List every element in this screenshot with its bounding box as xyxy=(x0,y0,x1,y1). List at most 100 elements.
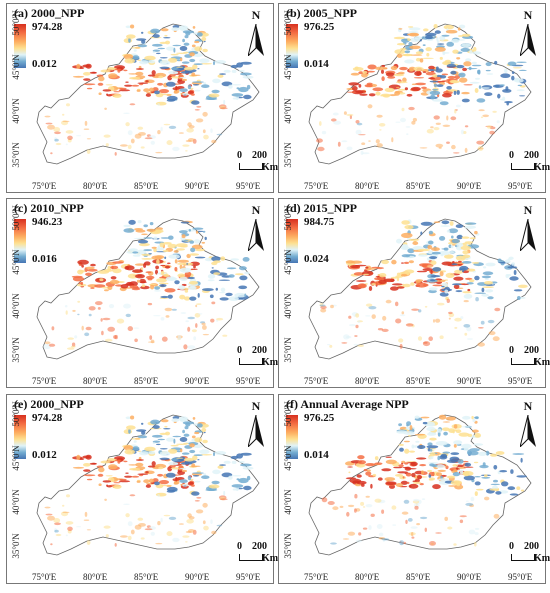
npp-patch xyxy=(154,286,161,290)
npp-patch xyxy=(367,64,377,70)
npp-patch xyxy=(507,266,518,269)
npp-patch xyxy=(433,127,440,131)
npp-patch xyxy=(141,422,144,425)
npp-patch xyxy=(246,475,251,481)
npp-patch xyxy=(204,236,207,241)
npp-patch xyxy=(238,285,248,290)
npp-patch xyxy=(189,52,195,57)
npp-patch xyxy=(431,542,434,545)
npp-patch xyxy=(459,77,468,83)
npp-patch xyxy=(408,483,419,489)
npp-patch xyxy=(167,262,171,265)
legend-min-value: 0.012 xyxy=(32,58,57,70)
npp-patch xyxy=(355,324,359,329)
npp-patch xyxy=(435,532,442,534)
lat-tick-label: 50°0'N xyxy=(11,10,21,36)
npp-patch xyxy=(123,69,128,72)
scale-bar-line xyxy=(511,163,535,170)
npp-patch xyxy=(133,49,137,52)
npp-patch xyxy=(182,38,186,43)
npp-patch xyxy=(148,253,152,255)
npp-patch xyxy=(397,27,402,33)
npp-patch xyxy=(424,527,427,532)
npp-patch xyxy=(466,326,472,332)
npp-patch xyxy=(502,89,512,93)
npp-patch xyxy=(123,112,130,115)
npp-patch xyxy=(385,456,392,458)
npp-patch xyxy=(157,47,166,50)
npp-patch xyxy=(339,505,344,508)
npp-patch xyxy=(65,130,74,134)
npp-patch xyxy=(332,506,339,511)
npp-patch xyxy=(481,287,485,293)
npp-patch xyxy=(192,475,200,477)
npp-patch xyxy=(442,421,451,423)
npp-patch xyxy=(179,479,188,483)
npp-patch xyxy=(213,61,215,66)
npp-patch xyxy=(90,263,96,267)
npp-patch xyxy=(493,513,500,519)
npp-patch xyxy=(435,441,448,446)
npp-patch xyxy=(143,263,147,268)
npp-patch xyxy=(474,275,480,281)
npp-patch xyxy=(187,316,195,320)
region-map xyxy=(308,414,532,556)
npp-patch xyxy=(458,35,464,37)
npp-patch xyxy=(118,89,131,92)
npp-patch xyxy=(166,531,173,537)
npp-patch xyxy=(454,326,458,329)
npp-patch xyxy=(410,54,423,56)
npp-patch xyxy=(160,295,169,299)
npp-patch xyxy=(401,460,406,464)
npp-patch xyxy=(460,245,472,251)
npp-patch xyxy=(78,270,86,273)
npp-patch xyxy=(240,61,252,65)
npp-patch xyxy=(346,113,354,117)
npp-patch xyxy=(504,101,513,104)
npp-patch xyxy=(218,292,226,294)
npp-patch xyxy=(65,310,68,315)
npp-patch xyxy=(104,498,107,501)
npp-patch xyxy=(405,126,411,128)
npp-patch xyxy=(365,471,372,476)
npp-patch xyxy=(398,423,402,427)
npp-patch xyxy=(456,234,463,240)
npp-patch xyxy=(381,328,389,332)
map-panel-5: (e) 2000_NPP 974.28 0.012 N 0 200 Km 50°… xyxy=(6,394,278,584)
npp-patch xyxy=(154,481,160,486)
npp-patch xyxy=(150,140,155,145)
scale-bar: 0 200 Km xyxy=(214,345,278,375)
npp-patch xyxy=(145,271,152,274)
npp-patch xyxy=(485,69,491,72)
npp-patch xyxy=(414,36,423,40)
npp-patch xyxy=(188,138,195,142)
npp-patch xyxy=(143,237,153,239)
npp-patch xyxy=(195,248,206,252)
npp-patch xyxy=(411,472,416,478)
npp-patch xyxy=(181,234,186,239)
npp-patch xyxy=(376,524,383,529)
npp-patch xyxy=(489,488,500,491)
npp-patch xyxy=(200,454,213,456)
npp-patch xyxy=(219,297,229,301)
npp-patch xyxy=(99,278,104,282)
npp-patch xyxy=(105,534,109,538)
npp-patch xyxy=(155,542,163,545)
npp-patch xyxy=(453,424,458,429)
npp-patch xyxy=(187,84,192,90)
npp-patch xyxy=(50,152,53,155)
npp-patch xyxy=(214,60,227,64)
npp-patch xyxy=(159,451,171,456)
npp-patch xyxy=(134,228,143,231)
npp-patch xyxy=(462,270,470,274)
npp-patch xyxy=(163,123,171,126)
npp-patch xyxy=(472,418,476,423)
npp-patch xyxy=(457,27,461,31)
npp-patch xyxy=(462,270,464,273)
npp-patch xyxy=(137,239,149,244)
npp-patch xyxy=(396,276,400,282)
npp-patch xyxy=(367,268,376,270)
npp-patch xyxy=(319,304,326,307)
npp-patch xyxy=(126,281,133,287)
npp-patch xyxy=(76,283,87,287)
